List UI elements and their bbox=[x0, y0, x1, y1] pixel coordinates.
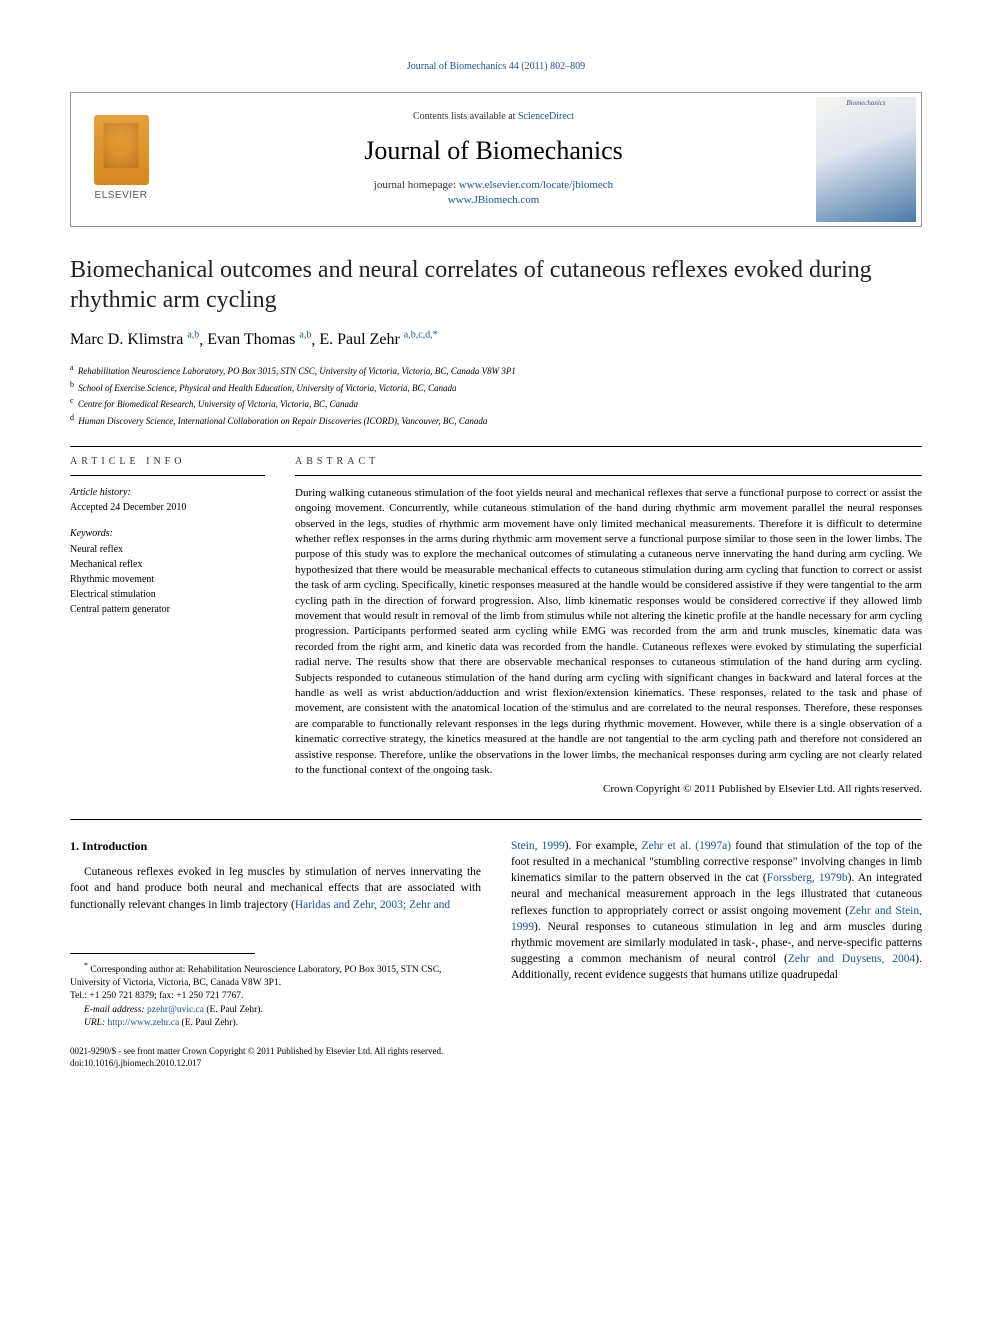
corresponding-address: Corresponding author at: Rehabilitation … bbox=[70, 965, 441, 988]
affil-c-text: Centre for Biomedical Research, Universi… bbox=[78, 399, 358, 409]
abstract-copyright: Crown Copyright © 2011 Published by Else… bbox=[295, 782, 922, 797]
header-center: Contents lists available at ScienceDirec… bbox=[171, 98, 816, 220]
authors-line: Marc D. Klimstra a,b, Evan Thomas a,b, E… bbox=[70, 329, 922, 351]
info-abstract-row: ARTICLE INFO Article history: Accepted 2… bbox=[70, 455, 922, 797]
citation-zehr-1997a[interactable]: Zehr et al. (1997a) bbox=[642, 840, 731, 852]
author-3-affil: a,b,c,d, bbox=[404, 330, 433, 341]
corresponding-author-footnote: * Corresponding author at: Rehabilitatio… bbox=[70, 960, 481, 991]
affil-d-text: Human Discovery Science, International C… bbox=[78, 416, 487, 426]
affiliation-a: a Rehabilitation Neuroscience Laboratory… bbox=[70, 362, 922, 379]
citation-stein-1999[interactable]: Stein, 1999 bbox=[511, 840, 565, 852]
keyword-3: Rhythmic movement bbox=[70, 572, 265, 587]
author-1-affil: a,b bbox=[187, 330, 199, 341]
author-2-affil: a,b bbox=[299, 330, 311, 341]
body-columns: 1. Introduction Cutaneous reflexes evoke… bbox=[70, 838, 922, 1030]
author-3: E. Paul Zehr a,b,c,d,* bbox=[319, 331, 437, 348]
section-1-heading: 1. Introduction bbox=[70, 838, 481, 854]
top-divider bbox=[70, 446, 922, 447]
affiliation-b: b School of Exercise Science, Physical a… bbox=[70, 379, 922, 396]
article-history-label: Article history: bbox=[70, 486, 265, 500]
tel-fax-line: Tel.: +1 250 721 8379; fax: +1 250 721 7… bbox=[70, 990, 481, 1003]
keywords-label: Keywords: bbox=[70, 527, 265, 541]
abstract-block: During walking cutaneous stimulation of … bbox=[295, 475, 922, 797]
homepage-link-1[interactable]: www.elsevier.com/locate/jbiomech bbox=[459, 179, 613, 191]
affil-b-sup: b bbox=[70, 380, 74, 389]
intro-paragraph-continued: Stein, 1999). For example, Zehr et al. (… bbox=[511, 838, 922, 983]
email-line: E-mail address: pzehr@uvic.ca (E. Paul Z… bbox=[70, 1004, 481, 1017]
email-name: (E. Paul Zehr). bbox=[206, 1005, 262, 1015]
email-label: E-mail address: bbox=[84, 1005, 145, 1015]
affiliation-d: d Human Discovery Science, International… bbox=[70, 412, 922, 429]
article-info-label: ARTICLE INFO bbox=[70, 455, 265, 469]
doi-line: doi:10.1016/j.jbiomech.2010.12.017 bbox=[70, 1058, 922, 1070]
affiliations-block: a Rehabilitation Neuroscience Laboratory… bbox=[70, 362, 922, 428]
url-line: URL: http://www.zehr.ca (E. Paul Zehr). bbox=[70, 1017, 481, 1030]
journal-name: Journal of Biomechanics bbox=[181, 133, 806, 168]
abstract-text: During walking cutaneous stimulation of … bbox=[295, 486, 922, 778]
author-1-name: Marc D. Klimstra bbox=[70, 331, 183, 348]
journal-cover-thumbnail: Biomechanics bbox=[816, 97, 916, 222]
body-column-right: Stein, 1999). For example, Zehr et al. (… bbox=[511, 838, 922, 1030]
footnotes-block: * Corresponding author at: Rehabilitatio… bbox=[70, 960, 481, 1031]
homepage-line-2: www.JBiomech.com bbox=[181, 193, 806, 208]
author-1: Marc D. Klimstra a,b bbox=[70, 331, 199, 348]
citation-haridas-zehr[interactable]: Haridas and Zehr, 2003; Zehr and bbox=[295, 899, 450, 911]
url-name: (E. Paul Zehr). bbox=[182, 1018, 238, 1028]
affiliation-c: c Centre for Biomedical Research, Univer… bbox=[70, 395, 922, 412]
affil-b-text: School of Exercise Science, Physical and… bbox=[78, 383, 456, 393]
corresponding-star-icon: * bbox=[433, 330, 438, 341]
abstract-column: ABSTRACT During walking cutaneous stimul… bbox=[295, 455, 922, 797]
footnote-divider bbox=[70, 953, 255, 954]
publisher-name: ELSEVIER bbox=[95, 189, 148, 203]
homepage-prefix: journal homepage: bbox=[374, 179, 459, 191]
contents-prefix: Contents lists available at bbox=[413, 111, 518, 122]
star-icon-footnote: * bbox=[84, 961, 88, 970]
keywords-list: Neural reflex Mechanical reflex Rhythmic… bbox=[70, 542, 265, 617]
body-divider bbox=[70, 819, 922, 820]
affil-a-sup: a bbox=[70, 363, 74, 372]
affil-c-sup: c bbox=[70, 396, 74, 405]
author-3-name: E. Paul Zehr bbox=[319, 331, 399, 348]
homepage-link-2[interactable]: www.JBiomech.com bbox=[448, 194, 540, 206]
article-info-block: Article history: Accepted 24 December 20… bbox=[70, 475, 265, 618]
body-text-2a: ). For example, bbox=[565, 840, 642, 852]
citation-forssberg-1979b[interactable]: Forssberg, 1979b bbox=[767, 872, 848, 884]
email-link[interactable]: pzehr@uvic.ca bbox=[147, 1005, 204, 1015]
section-title: Introduction bbox=[82, 839, 147, 853]
keyword-5: Central pattern generator bbox=[70, 602, 265, 617]
citation-zehr-duysens-2004[interactable]: Zehr and Duysens, 2004 bbox=[788, 953, 915, 965]
url-label: URL: bbox=[84, 1018, 105, 1028]
affil-d-sup: d bbox=[70, 413, 74, 422]
keyword-4: Electrical stimulation bbox=[70, 587, 265, 602]
elsevier-tree-icon bbox=[94, 115, 149, 185]
footer-block: 0021-9290/$ - see front matter Crown Cop… bbox=[70, 1046, 922, 1069]
article-info-column: ARTICLE INFO Article history: Accepted 2… bbox=[70, 455, 265, 797]
article-history-text: Accepted 24 December 2010 bbox=[70, 501, 265, 515]
author-url-link[interactable]: http://www.zehr.ca bbox=[108, 1018, 180, 1028]
issn-line: 0021-9290/$ - see front matter Crown Cop… bbox=[70, 1046, 922, 1058]
journal-header-box: ELSEVIER Contents lists available at Sci… bbox=[70, 92, 922, 227]
contents-available-line: Contents lists available at ScienceDirec… bbox=[181, 110, 806, 124]
abstract-label: ABSTRACT bbox=[295, 455, 922, 469]
cover-label: Biomechanics bbox=[816, 99, 916, 108]
keyword-1: Neural reflex bbox=[70, 542, 265, 557]
sciencedirect-link[interactable]: ScienceDirect bbox=[518, 111, 574, 122]
homepage-line: journal homepage: www.elsevier.com/locat… bbox=[181, 178, 806, 193]
body-column-left: 1. Introduction Cutaneous reflexes evoke… bbox=[70, 838, 481, 1030]
publisher-logo: ELSEVIER bbox=[71, 105, 171, 213]
intro-paragraph-1: Cutaneous reflexes evoked in leg muscles… bbox=[70, 864, 481, 912]
article-title: Biomechanical outcomes and neural correl… bbox=[70, 255, 922, 315]
affil-a-text: Rehabilitation Neuroscience Laboratory, … bbox=[78, 366, 516, 376]
section-number: 1. bbox=[70, 839, 79, 853]
keyword-2: Mechanical reflex bbox=[70, 557, 265, 572]
author-2-name: Evan Thomas bbox=[207, 331, 295, 348]
author-2: Evan Thomas a,b bbox=[207, 331, 311, 348]
journal-citation: Journal of Biomechanics 44 (2011) 802–80… bbox=[70, 60, 922, 74]
